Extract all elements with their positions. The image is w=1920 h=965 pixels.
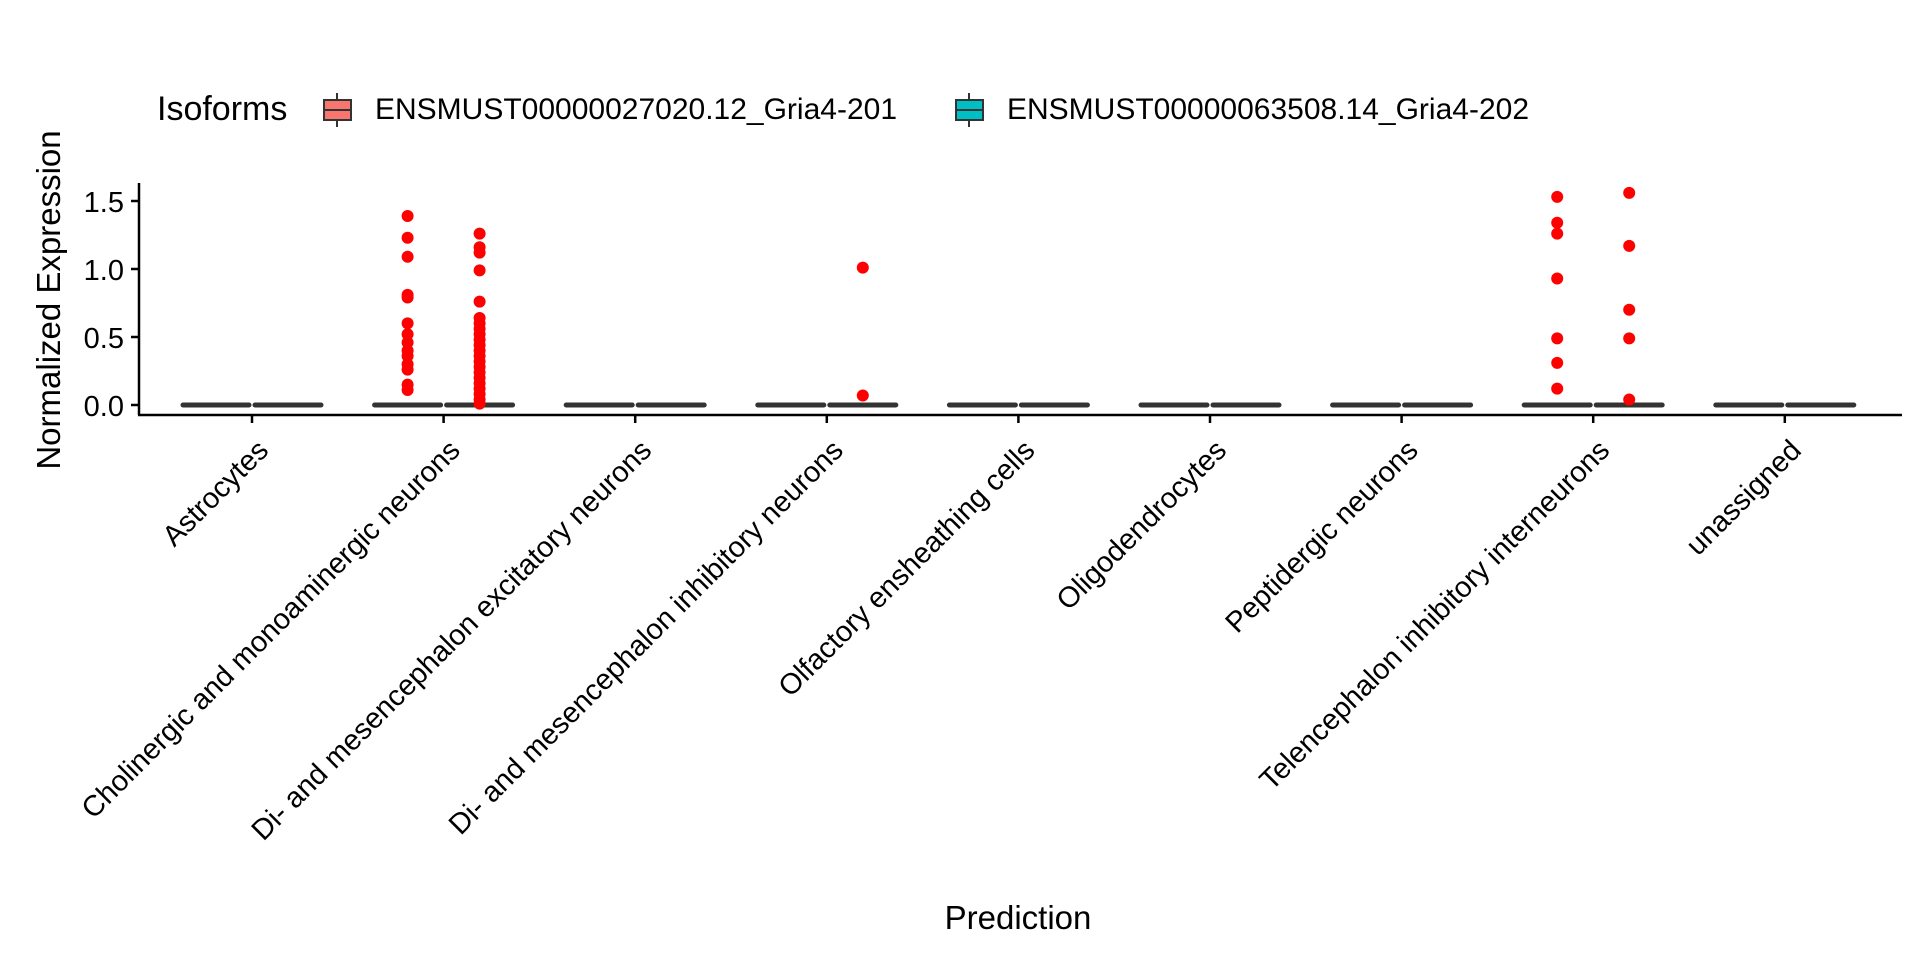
- outlier-point: [1623, 239, 1636, 252]
- outlier-point: [473, 227, 486, 240]
- outlier-point: [401, 384, 414, 397]
- y-tick-label: 0.0: [84, 391, 124, 423]
- outlier-point: [401, 209, 414, 222]
- x-tick-label: Peptidergic neurons: [1220, 434, 1425, 639]
- legend: Isoforms ENSMUST00000027020.12_Gria4-201…: [157, 90, 1529, 128]
- x-tick-label: Di- and mesencephalon inhibitory neurons: [443, 434, 850, 841]
- x-tick-label: Telencephalon inhibitory interneurons: [1254, 434, 1616, 796]
- legend-label-2: ENSMUST00000063508.14_Gria4-202: [1007, 93, 1529, 126]
- x-tick-label: Astrocytes: [157, 434, 275, 552]
- x-tick-label: unassigned: [1680, 434, 1808, 562]
- outlier-point: [473, 246, 486, 259]
- outlier-point: [856, 261, 869, 274]
- outlier-point: [1551, 382, 1564, 395]
- y-tick-label: 0.5: [84, 323, 124, 355]
- outlier-point: [401, 363, 414, 376]
- legend-key-1: [323, 93, 352, 127]
- outlier-point: [1551, 227, 1564, 240]
- outlier-point: [473, 264, 486, 277]
- outlier-points: [401, 186, 1636, 410]
- x-axis-title: Prediction: [945, 899, 1092, 936]
- x-tick-label: Oligodendrocytes: [1051, 434, 1233, 616]
- outlier-point: [473, 397, 486, 410]
- y-tick-label: 1.5: [84, 187, 124, 219]
- outlier-point: [856, 389, 869, 402]
- outlier-point: [473, 295, 486, 308]
- y-tick-label: 1.0: [84, 255, 124, 287]
- legend-label-1: ENSMUST00000027020.12_Gria4-201: [375, 93, 897, 126]
- outlier-point: [1623, 393, 1636, 406]
- legend-key-2: [955, 93, 984, 127]
- y-axis-title: Normalized Expression: [30, 130, 67, 469]
- outlier-point: [1623, 186, 1636, 199]
- outlier-point: [401, 250, 414, 263]
- outlier-point: [1623, 303, 1636, 316]
- outlier-point: [1551, 356, 1564, 369]
- outlier-point: [1551, 216, 1564, 229]
- outlier-point: [401, 317, 414, 330]
- x-tick-label: Cholinergic and monoaminergic neurons: [76, 434, 467, 825]
- outlier-point: [1551, 190, 1564, 203]
- legend-title: Isoforms: [157, 90, 287, 128]
- outlier-point: [1623, 332, 1636, 345]
- outlier-point: [401, 231, 414, 244]
- y-axis-ticks: 0.0 0.5 1.0 1.5: [84, 187, 139, 423]
- outlier-point: [1551, 272, 1564, 285]
- x-tick-label: Di- and mesencephalon excitatory neurons: [246, 434, 658, 846]
- outlier-point: [1551, 332, 1564, 345]
- outlier-point: [401, 291, 414, 304]
